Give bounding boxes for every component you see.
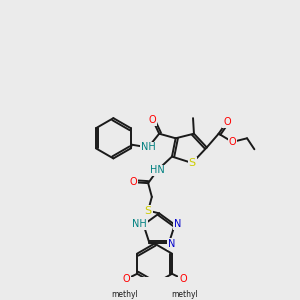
Text: O: O: [229, 137, 236, 147]
Text: O: O: [223, 117, 231, 127]
Text: S: S: [189, 158, 196, 168]
Text: N: N: [174, 219, 181, 229]
Text: HN: HN: [150, 165, 165, 175]
Text: S: S: [145, 206, 152, 216]
Text: O: O: [149, 115, 157, 125]
Text: methyl: methyl: [111, 290, 138, 299]
Text: O: O: [130, 177, 137, 187]
Text: NH: NH: [132, 219, 147, 229]
Text: methyl: methyl: [172, 290, 198, 299]
Text: O: O: [179, 274, 187, 284]
Text: N: N: [168, 239, 175, 249]
Text: O: O: [122, 274, 130, 284]
Text: NH: NH: [141, 142, 155, 152]
